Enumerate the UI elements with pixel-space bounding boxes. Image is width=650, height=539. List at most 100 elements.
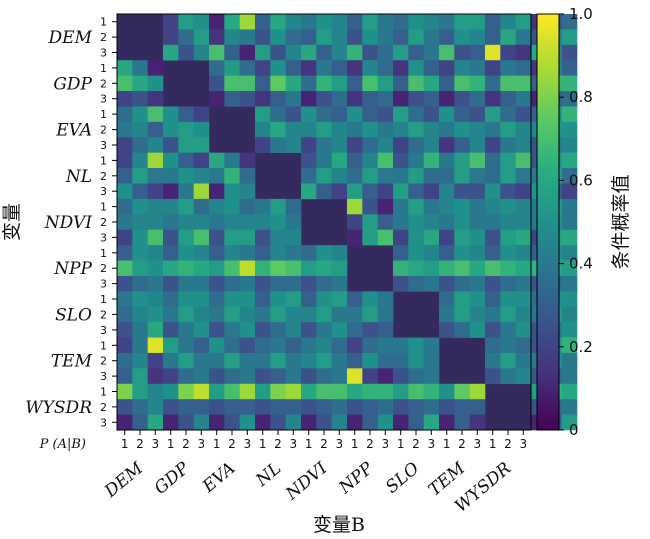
heatmap-cell	[255, 44, 271, 61]
heatmap-cell	[561, 137, 578, 153]
heatmap-cell	[224, 414, 240, 431]
heatmap-cell	[255, 291, 271, 308]
heatmap-cell	[316, 14, 332, 30]
heatmap-cell	[362, 152, 378, 169]
x-level-label: 3	[243, 437, 251, 451]
heatmap-cell	[561, 245, 578, 261]
heatmap-cell	[178, 291, 194, 308]
heatmap-cell	[193, 106, 210, 123]
heatmap-cell	[255, 306, 271, 323]
x-axis-title: 变量B	[313, 514, 365, 536]
heatmap-cell	[301, 60, 317, 76]
heatmap-cell	[454, 183, 470, 200]
heatmap-cell	[515, 75, 532, 92]
heatmap-cell	[469, 291, 486, 308]
heatmap-cell	[485, 306, 501, 323]
heatmap-cell	[163, 414, 179, 431]
corner-label: P (A|B)	[39, 437, 86, 452]
heatmap-cell	[377, 352, 394, 369]
heatmap-cell	[331, 121, 348, 138]
heatmap-cell	[500, 337, 516, 354]
heatmap-cell	[209, 214, 225, 231]
heatmap-cell	[316, 168, 332, 184]
heatmap-cell	[500, 245, 516, 261]
heatmap-cell	[239, 291, 256, 308]
heatmap-cell	[454, 399, 470, 415]
heatmap-cell	[515, 44, 532, 61]
y-level-label: 3	[100, 370, 107, 383]
heatmap-cell	[500, 198, 516, 215]
heatmap-cell	[469, 60, 486, 76]
heatmap-cell	[239, 368, 256, 385]
heatmap-cell	[163, 368, 179, 385]
heatmap-cell	[255, 383, 271, 400]
heatmap-cell	[132, 383, 148, 400]
heatmap-cell	[515, 168, 532, 184]
heatmap-cell	[132, 275, 148, 292]
heatmap-cell	[347, 14, 363, 30]
x-level-label: 3	[381, 437, 389, 451]
y-level-label: 2	[100, 77, 107, 90]
heatmap-cell	[500, 352, 516, 369]
heatmap-cell	[423, 368, 440, 385]
heatmap-cell	[178, 229, 194, 246]
heatmap-cell	[316, 60, 332, 76]
heatmap-cell	[163, 183, 179, 200]
y-axis-labels: DEM 1 2 3 GDP 1 2 3 EVA 1 2 3 NL 1 2 3 NDVI 1 2 3 NPP 1 2 3 SLO 1…	[25, 16, 107, 430]
heatmap-cell	[193, 368, 210, 385]
y-level-label: 2	[100, 31, 107, 44]
x-level-label: 2	[136, 437, 144, 451]
heatmap-cell	[132, 245, 148, 261]
heatmap-cell	[485, 368, 501, 385]
heatmap-cell	[423, 168, 440, 184]
heatmap-cell	[270, 198, 286, 215]
heatmap-cell	[439, 383, 455, 400]
heatmap-cell	[469, 399, 486, 415]
heatmap-cell	[485, 29, 501, 46]
heatmap-cell	[163, 106, 179, 123]
heatmap-cell	[393, 198, 409, 215]
heatmap-cell	[209, 75, 225, 92]
heatmap-cell	[515, 29, 532, 46]
heatmap-cell	[331, 183, 348, 200]
heatmap-cell	[515, 91, 532, 107]
heatmap-cell	[561, 383, 578, 400]
heatmap-cell	[500, 91, 516, 107]
heatmap-cell	[193, 44, 210, 61]
heatmap-cell	[423, 414, 440, 431]
heatmap-cell	[377, 337, 394, 354]
heatmap-cell	[347, 229, 363, 246]
heatmap-cell	[193, 14, 210, 30]
heatmap-cell	[393, 229, 409, 246]
heatmap-cell	[331, 260, 348, 277]
heatmap-cell	[209, 260, 225, 277]
heatmap-cell	[561, 60, 578, 76]
heatmap-cell	[423, 91, 440, 107]
heatmap-cell	[515, 368, 532, 385]
heatmap-cell	[316, 106, 332, 123]
heatmap-cell	[147, 152, 164, 169]
colorbar-ticks: 0 0.2 0.4 0.6 0.8 1.0	[559, 5, 593, 439]
heatmap-cell	[301, 306, 317, 323]
heatmap-cell	[362, 198, 378, 215]
heatmap-cell	[117, 383, 133, 400]
x-level-label: 2	[504, 437, 512, 451]
heatmap-cell	[117, 106, 133, 123]
heatmap-cell	[561, 275, 578, 292]
heatmap-cell	[239, 14, 256, 30]
heatmap-cell	[239, 414, 256, 431]
heatmap-cell	[285, 322, 302, 338]
x-level-label: 3	[289, 437, 297, 451]
heatmap-cell	[393, 399, 409, 415]
heatmap-cell	[423, 106, 440, 123]
y-level-label: 2	[100, 355, 107, 368]
heatmap-cell	[193, 260, 210, 277]
x-level-label: 3	[197, 437, 205, 451]
x-variable-label: SLO	[382, 458, 423, 497]
heatmap-cell	[163, 229, 179, 246]
heatmap-cell	[362, 399, 378, 415]
heatmap-cell	[316, 29, 332, 46]
heatmap-cell	[485, 137, 501, 153]
heatmap-cell	[408, 168, 424, 184]
